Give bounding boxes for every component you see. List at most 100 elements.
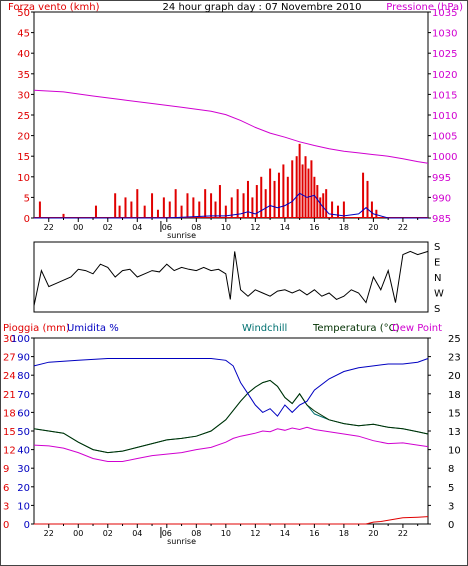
top-time-tick-label: 00 (73, 223, 83, 232)
wind-bar (301, 164, 304, 218)
top-time-tick-label: 08 (191, 223, 201, 232)
wind-tick-label: 20 (17, 132, 30, 143)
bottom-time-tick-label: 12 (250, 529, 260, 538)
top-time-tick-label: 16 (309, 223, 319, 232)
wind-plot-area (33, 11, 429, 219)
rain-axis-label: Pioggia (mm) (3, 323, 70, 334)
wind-tick-label: 30 (17, 90, 30, 101)
wind-bar (198, 201, 201, 218)
pressure-tick-label: 995 (432, 173, 451, 184)
wind-bar (322, 193, 325, 218)
wind-bar (236, 189, 239, 218)
pressure-line (33, 89, 429, 164)
wind-bar (174, 189, 177, 218)
pressure-tick-label: 985 (432, 214, 451, 225)
bottom-time-tick-label: 18 (339, 529, 349, 538)
wind-bar (310, 160, 313, 218)
wind-bar (230, 197, 233, 218)
wind-bar (251, 197, 254, 218)
wind-tick-label: 35 (17, 70, 30, 81)
pressure-axis-label: Pressione (hPa) (386, 2, 463, 13)
top-time-tick-label: 14 (280, 223, 290, 232)
wind-bar (136, 189, 139, 218)
direction-tick-label: N (434, 273, 441, 284)
wind-tick-label: 40 (17, 49, 30, 60)
direction-tick-label: S (434, 304, 440, 315)
wind-bar (94, 205, 97, 218)
wind-bar (331, 201, 334, 218)
temperature-tick-label: 23 (448, 353, 461, 364)
bottom-time-tick-label: 20 (368, 529, 378, 538)
wind-bar (218, 185, 221, 218)
rain-tick-label: 27 (3, 353, 16, 364)
rain-line (34, 516, 429, 525)
pressure-tick-label: 1025 (432, 49, 457, 60)
pressure-tick-label: 1000 (432, 152, 457, 163)
direction-tick-label: W (434, 289, 444, 300)
wind-bar (62, 213, 65, 218)
temperature-tick-label: 13 (448, 427, 461, 438)
pressure-tick-label: 1020 (432, 70, 457, 81)
rain-tick-label: 24 (3, 371, 16, 382)
humidity-tick-label: 50 (17, 427, 30, 438)
temperature-tick-label: 20 (448, 371, 461, 382)
wind-bar (214, 201, 217, 218)
humidity-temperature-chart: 0369121518212427300102030405060708090100… (3, 334, 461, 546)
rain-tick-label: 6 (3, 483, 9, 494)
wind-axis-label: Forza vento (kmh) (8, 2, 100, 13)
wind-bar (130, 201, 133, 218)
rain-tick-label: 0 (3, 520, 9, 531)
humidity-tick-label: 30 (17, 464, 30, 475)
humidity-plot-area (33, 337, 429, 525)
wind-bar (118, 205, 121, 218)
pressure-tick-label: 1030 (432, 29, 457, 40)
temperature-tick-label: 15 (448, 408, 461, 419)
top-time-tick-label: 06 (162, 223, 172, 232)
wind-bar (269, 168, 272, 218)
top-time-tick-label: 02 (103, 223, 113, 232)
wind-bar (307, 168, 310, 218)
wind-tick-label: 10 (17, 173, 30, 184)
humidity-tick-label: 10 (17, 501, 30, 512)
wind-bar (224, 205, 227, 218)
wind-bar (304, 156, 307, 218)
humidity-tick-label: 0 (24, 520, 30, 531)
temperature-tick-label: 0 (448, 520, 454, 531)
top-time-sunrise-label: sunrise (167, 231, 196, 240)
wind-bar (319, 197, 322, 218)
wind-bar (295, 156, 298, 218)
top-time-tick-label: 12 (250, 223, 260, 232)
wind-bar (151, 193, 154, 218)
wind-direction-line (33, 250, 429, 306)
rain-tick-label: 21 (3, 390, 16, 401)
wind-bar (162, 197, 165, 218)
wind-bar (366, 180, 369, 218)
wind-bar (375, 209, 378, 218)
rain-tick-label: 30 (3, 334, 16, 345)
wind-bar (298, 143, 301, 218)
wind-bar (313, 176, 316, 218)
wind-bar (204, 189, 207, 218)
wind-tick-label: 5 (24, 193, 30, 204)
pressure-tick-label: 1005 (432, 132, 457, 143)
wind-bar (260, 176, 263, 218)
top-time-tick-label: 22 (398, 223, 408, 232)
direction-plot-area (33, 241, 429, 313)
temperature-line (33, 379, 429, 454)
humidity-tick-label: 40 (17, 446, 30, 457)
wind-bar (291, 160, 294, 218)
rain-tick-label: 9 (3, 464, 9, 475)
bottom-time-tick-label: 06 (162, 529, 172, 538)
humidity-tick-label: 60 (17, 408, 30, 419)
wind-bar (168, 201, 171, 218)
wind-bar (246, 180, 249, 218)
wind-bar (362, 172, 365, 218)
wind-tick-label: 0 (24, 214, 30, 225)
wind-bar (255, 185, 258, 218)
temperature-tick-label: 3 (448, 501, 454, 512)
humidity-line (33, 358, 429, 417)
dewpoint-line (33, 426, 429, 462)
bottom-time-tick-label: 02 (103, 529, 113, 538)
bottom-time-tick-label: 10 (221, 529, 231, 538)
